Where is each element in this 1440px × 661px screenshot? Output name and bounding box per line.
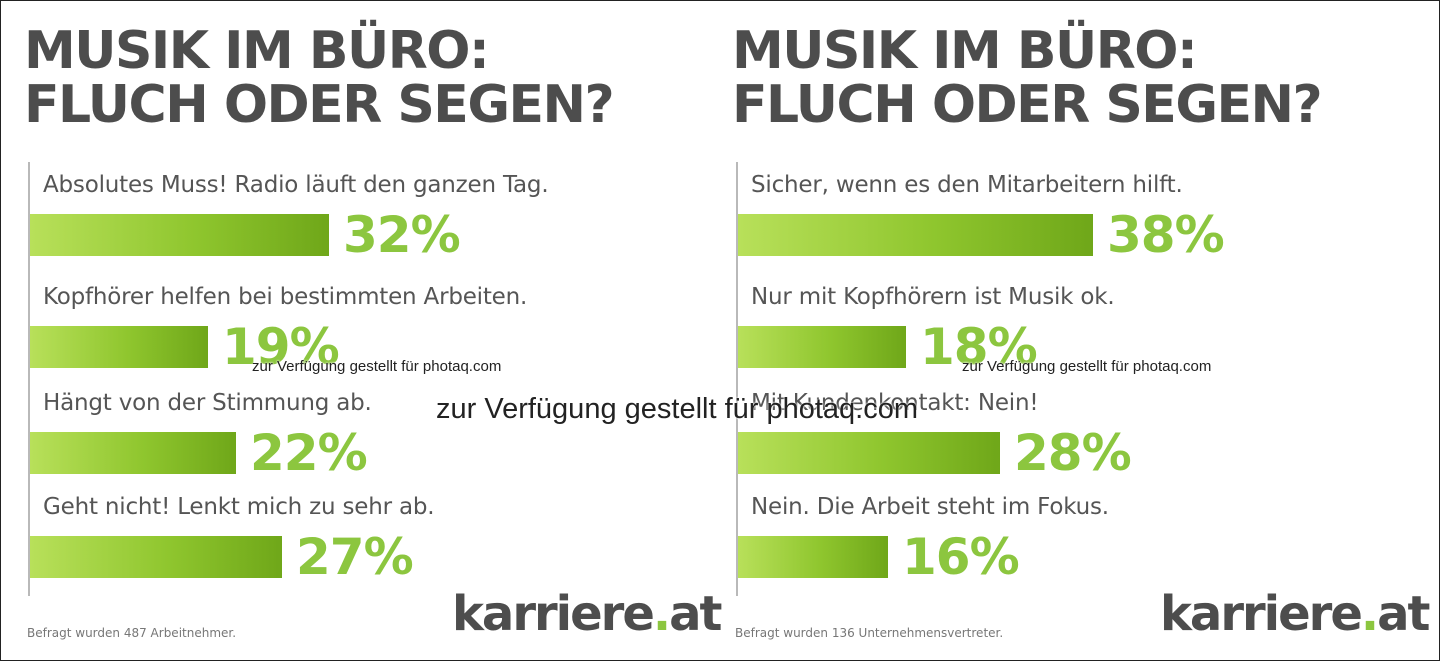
chart-title-line-2: FLUCH ODER SEGEN?	[24, 75, 615, 135]
chart-panel-companies: MUSIK IM BÜRO: FLUCH ODER SEGEN? Sicher,…	[708, 0, 1430, 661]
bar-value-label: 22%	[250, 424, 368, 482]
chart-panel-employees: MUSIK IM BÜRO: FLUCH ODER SEGEN? Absolut…	[0, 0, 722, 661]
chart-title-line-2: FLUCH ODER SEGEN?	[732, 75, 1323, 135]
watermark-small-left: zur Verfügung gestellt für photaq.com	[252, 358, 502, 375]
bar-label: Hängt von der Stimmung ab.	[43, 390, 372, 416]
bar-value-label: 19%	[222, 318, 340, 376]
logo-tld: at	[1377, 586, 1430, 642]
survey-footnote: Befragt wurden 487 Arbeitnehmer.	[27, 626, 237, 640]
karriere-logo: karriere.at	[452, 584, 722, 644]
survey-footnote: Befragt wurden 136 Unternehmensvertreter…	[735, 626, 1004, 640]
watermark-small-right: zur Verfügung gestellt für photaq.com	[962, 358, 1212, 375]
bar-label: Absolutes Muss! Radio läuft den ganzen T…	[43, 172, 549, 198]
bar	[738, 432, 1000, 474]
bar-label: Nein. Die Arbeit steht im Fokus.	[751, 494, 1109, 520]
bar-label: Kopfhörer helfen bei bestimmten Arbeiten…	[43, 284, 528, 310]
bar-value-label: 27%	[296, 528, 414, 586]
bars-container: Absolutes Muss! Radio läuft den ganzen T…	[0, 0, 710, 661]
bars-container: Sicher, wenn es den Mitarbeitern hilft. 3…	[708, 0, 1418, 661]
bar-label: Nur mit Kopfhörern ist Musik ok.	[751, 284, 1115, 310]
logo-main: karriere	[1160, 586, 1363, 642]
axis-line	[736, 162, 738, 596]
bar-label: Mit Kundenkontakt: Nein!	[751, 390, 1039, 416]
bar	[738, 326, 906, 368]
bar	[738, 214, 1093, 256]
bar-value-label: 16%	[902, 528, 1020, 586]
karriere-logo: karriere.at	[1160, 584, 1430, 644]
bar-value-label: 38%	[1107, 206, 1225, 264]
bar-value-label: 18%	[920, 318, 1038, 376]
bar	[30, 536, 282, 578]
bar-label: Sicher, wenn es den Mitarbeitern hilft.	[751, 172, 1183, 198]
bar	[30, 214, 329, 256]
bar	[30, 326, 208, 368]
bar-value-label: 28%	[1014, 424, 1132, 482]
chart-title: MUSIK IM BÜRO: FLUCH ODER SEGEN?	[732, 21, 1323, 135]
logo-main: karriere	[452, 586, 655, 642]
bar-value-label: 32%	[343, 206, 461, 264]
bar-label: Geht nicht! Lenkt mich zu sehr ab.	[43, 494, 435, 520]
chart-title-line-1: MUSIK IM BÜRO:	[24, 21, 490, 81]
logo-tld: at	[669, 586, 722, 642]
bar	[738, 536, 888, 578]
watermark-big: zur Verfügung gestellt für photaq.com	[436, 393, 919, 425]
logo-dot: .	[1360, 586, 1379, 642]
chart-title-line-1: MUSIK IM BÜRO:	[732, 21, 1198, 81]
axis-line	[28, 162, 30, 596]
logo-dot: .	[652, 586, 671, 642]
chart-title: MUSIK IM BÜRO: FLUCH ODER SEGEN?	[24, 21, 615, 135]
bar	[30, 432, 236, 474]
